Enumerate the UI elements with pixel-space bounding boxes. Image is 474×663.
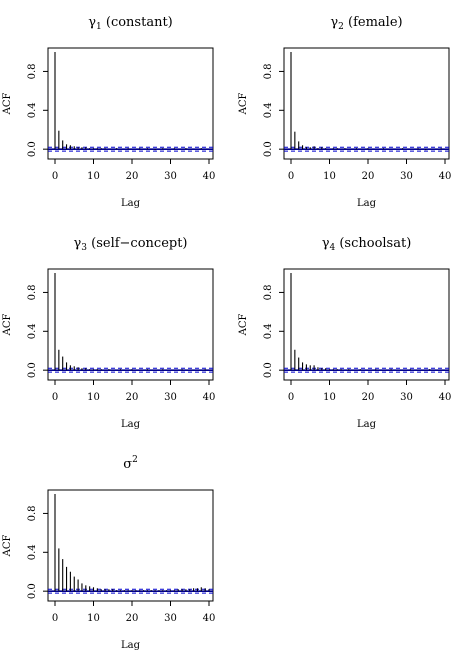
title-subscript: 2 bbox=[338, 22, 344, 32]
plot-frame bbox=[47, 489, 214, 602]
title-subscript: 3 bbox=[81, 243, 87, 253]
x-tick-label: 10 bbox=[87, 171, 100, 182]
y-tick-label: 0.4 bbox=[263, 102, 274, 118]
y-tick-label: 0.4 bbox=[27, 544, 38, 560]
title-subscript: 4 bbox=[329, 243, 335, 253]
x-tick-label: 10 bbox=[87, 613, 100, 624]
x-tick-label: 0 bbox=[288, 171, 294, 182]
x-axis-label: Lag bbox=[121, 198, 141, 209]
x-tick-label: 40 bbox=[203, 392, 216, 403]
y-tick-label: 0.4 bbox=[27, 102, 38, 118]
panel-title: γ1 (constant) bbox=[88, 15, 173, 32]
x-tick-label: 40 bbox=[203, 171, 216, 182]
y-axis-label: ACF bbox=[238, 314, 249, 337]
y-tick-label: 0.8 bbox=[27, 284, 38, 300]
x-tick-label: 20 bbox=[126, 392, 139, 403]
panel-title: σ2 bbox=[123, 455, 138, 472]
x-tick-label: 30 bbox=[164, 392, 177, 403]
acf-panel-4: γ4 (schoolsat) 0 10 20 30 40 0.0 0.4 0.8 Lag ACF bbox=[238, 236, 451, 430]
y-tick-label: 0.8 bbox=[263, 63, 274, 79]
plot-frame bbox=[283, 268, 450, 381]
y-tick-label: 0.8 bbox=[27, 63, 38, 79]
y-tick-label: 0.8 bbox=[263, 284, 274, 300]
title-superscript: 2 bbox=[132, 455, 138, 465]
title-text: (schoolsat) bbox=[335, 236, 411, 251]
acf-panel-2: γ2 (female) 0 10 20 30 40 0.0 0.4 0.8 Lag ACF bbox=[238, 15, 451, 209]
title-subscript: 1 bbox=[96, 22, 102, 32]
x-tick-label: 10 bbox=[87, 392, 100, 403]
y-tick-label: 0.8 bbox=[27, 505, 38, 521]
title-symbol: γ bbox=[88, 15, 96, 30]
plot-frame bbox=[283, 47, 450, 160]
title-text: (constant) bbox=[102, 15, 173, 30]
title-symbol: γ bbox=[322, 236, 330, 251]
x-tick-label: 40 bbox=[203, 613, 216, 624]
x-tick-label: 40 bbox=[439, 171, 452, 182]
x-tick-label: 20 bbox=[362, 392, 375, 403]
y-tick-label: 0.0 bbox=[263, 362, 274, 378]
title-symbol: γ bbox=[330, 15, 338, 30]
title-text: (self−concept) bbox=[87, 236, 188, 251]
x-tick-label: 0 bbox=[288, 392, 294, 403]
panel-title: γ4 (schoolsat) bbox=[322, 236, 412, 253]
title-symbol: σ bbox=[123, 457, 132, 472]
y-axis-label: ACF bbox=[2, 93, 13, 116]
x-tick-label: 20 bbox=[126, 171, 139, 182]
y-tick-label: 0.4 bbox=[27, 323, 38, 339]
x-tick-label: 0 bbox=[52, 392, 58, 403]
y-axis-label: ACF bbox=[238, 93, 249, 116]
title-symbol: γ bbox=[73, 236, 81, 251]
acf-panel-1: γ1 (constant) 0 10 20 30 40 0.0 0.4 0.8 Lag ACF bbox=[2, 15, 215, 209]
x-axis-label: Lag bbox=[121, 419, 141, 430]
y-tick-label: 0.0 bbox=[27, 583, 38, 599]
x-axis-label: Lag bbox=[357, 419, 377, 430]
x-tick-label: 10 bbox=[323, 171, 336, 182]
y-tick-label: 0.0 bbox=[27, 362, 38, 378]
title-text: (female) bbox=[344, 15, 403, 30]
plot-frame bbox=[47, 268, 214, 381]
x-tick-label: 20 bbox=[362, 171, 375, 182]
x-tick-label: 0 bbox=[52, 613, 58, 624]
x-tick-label: 30 bbox=[164, 613, 177, 624]
x-tick-label: 30 bbox=[164, 171, 177, 182]
y-axis-label: ACF bbox=[2, 535, 13, 558]
x-axis-label: Lag bbox=[121, 640, 141, 651]
acf-panel-3: γ3 (self−concept) 0 10 20 30 40 0.0 0.4 0.8 Lag AC… bbox=[2, 236, 215, 430]
y-tick-label: 0.0 bbox=[263, 141, 274, 157]
y-tick-label: 0.0 bbox=[27, 141, 38, 157]
x-tick-label: 30 bbox=[400, 171, 413, 182]
y-axis-label: ACF bbox=[2, 314, 13, 337]
x-tick-label: 30 bbox=[400, 392, 413, 403]
x-tick-label: 10 bbox=[323, 392, 336, 403]
x-tick-label: 0 bbox=[52, 171, 58, 182]
x-tick-label: 40 bbox=[439, 392, 452, 403]
panel-title: γ2 (female) bbox=[330, 15, 402, 32]
y-tick-label: 0.4 bbox=[263, 323, 274, 339]
plot-frame bbox=[47, 47, 214, 160]
panel-title: γ3 (self−concept) bbox=[73, 236, 187, 253]
x-tick-label: 20 bbox=[126, 613, 139, 624]
x-axis-label: Lag bbox=[357, 198, 377, 209]
